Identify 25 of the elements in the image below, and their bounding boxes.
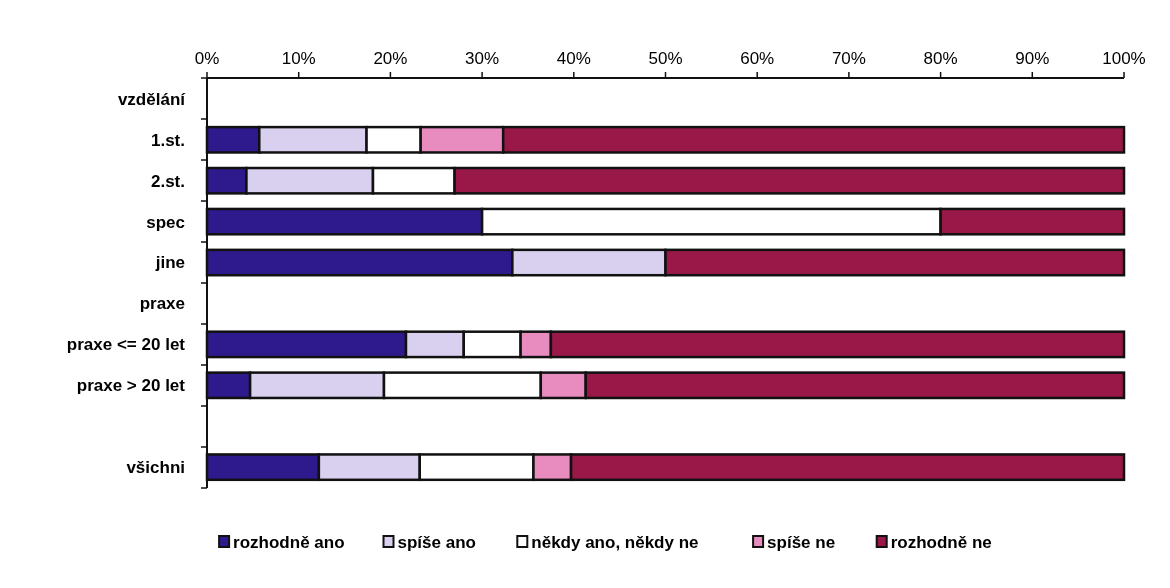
x-tick-label: 80% — [923, 49, 958, 68]
y-tick-label: praxe — [139, 294, 185, 314]
x-tick-label: 70% — [831, 49, 866, 68]
x-tick-label: 40% — [556, 49, 591, 68]
x-tick-label: 10% — [281, 49, 316, 68]
x-tick-label: 30% — [465, 49, 500, 68]
legend-label: někdy ano, někdy ne — [531, 533, 699, 552]
y-tick-label: praxe > 20 let — [76, 376, 186, 396]
x-tick-label: 20% — [373, 49, 408, 68]
legend-label: rozhodně ne — [890, 533, 992, 552]
x-tick-label: 100% — [1102, 49, 1146, 68]
legend-label: rozhodně ano — [233, 533, 345, 552]
y-tick-label: jine — [154, 253, 185, 273]
legend-label: spíše ne — [767, 533, 836, 552]
x-tick-label: 50% — [648, 49, 683, 68]
y-tick-label: 1.st. — [150, 130, 185, 150]
x-tick-label: 60% — [740, 49, 775, 68]
legend-label: spíše ano — [397, 533, 476, 552]
x-tick-label: 0% — [194, 49, 220, 68]
y-tick-label: vzdělání — [117, 89, 187, 109]
y-tick-label: spec — [146, 212, 185, 232]
y-tick-label: praxe <= 20 let — [66, 335, 186, 355]
x-tick-label: 90% — [1015, 49, 1050, 68]
y-tick-label: 2.st. — [150, 171, 185, 191]
y-tick-label: všichni — [126, 458, 185, 478]
